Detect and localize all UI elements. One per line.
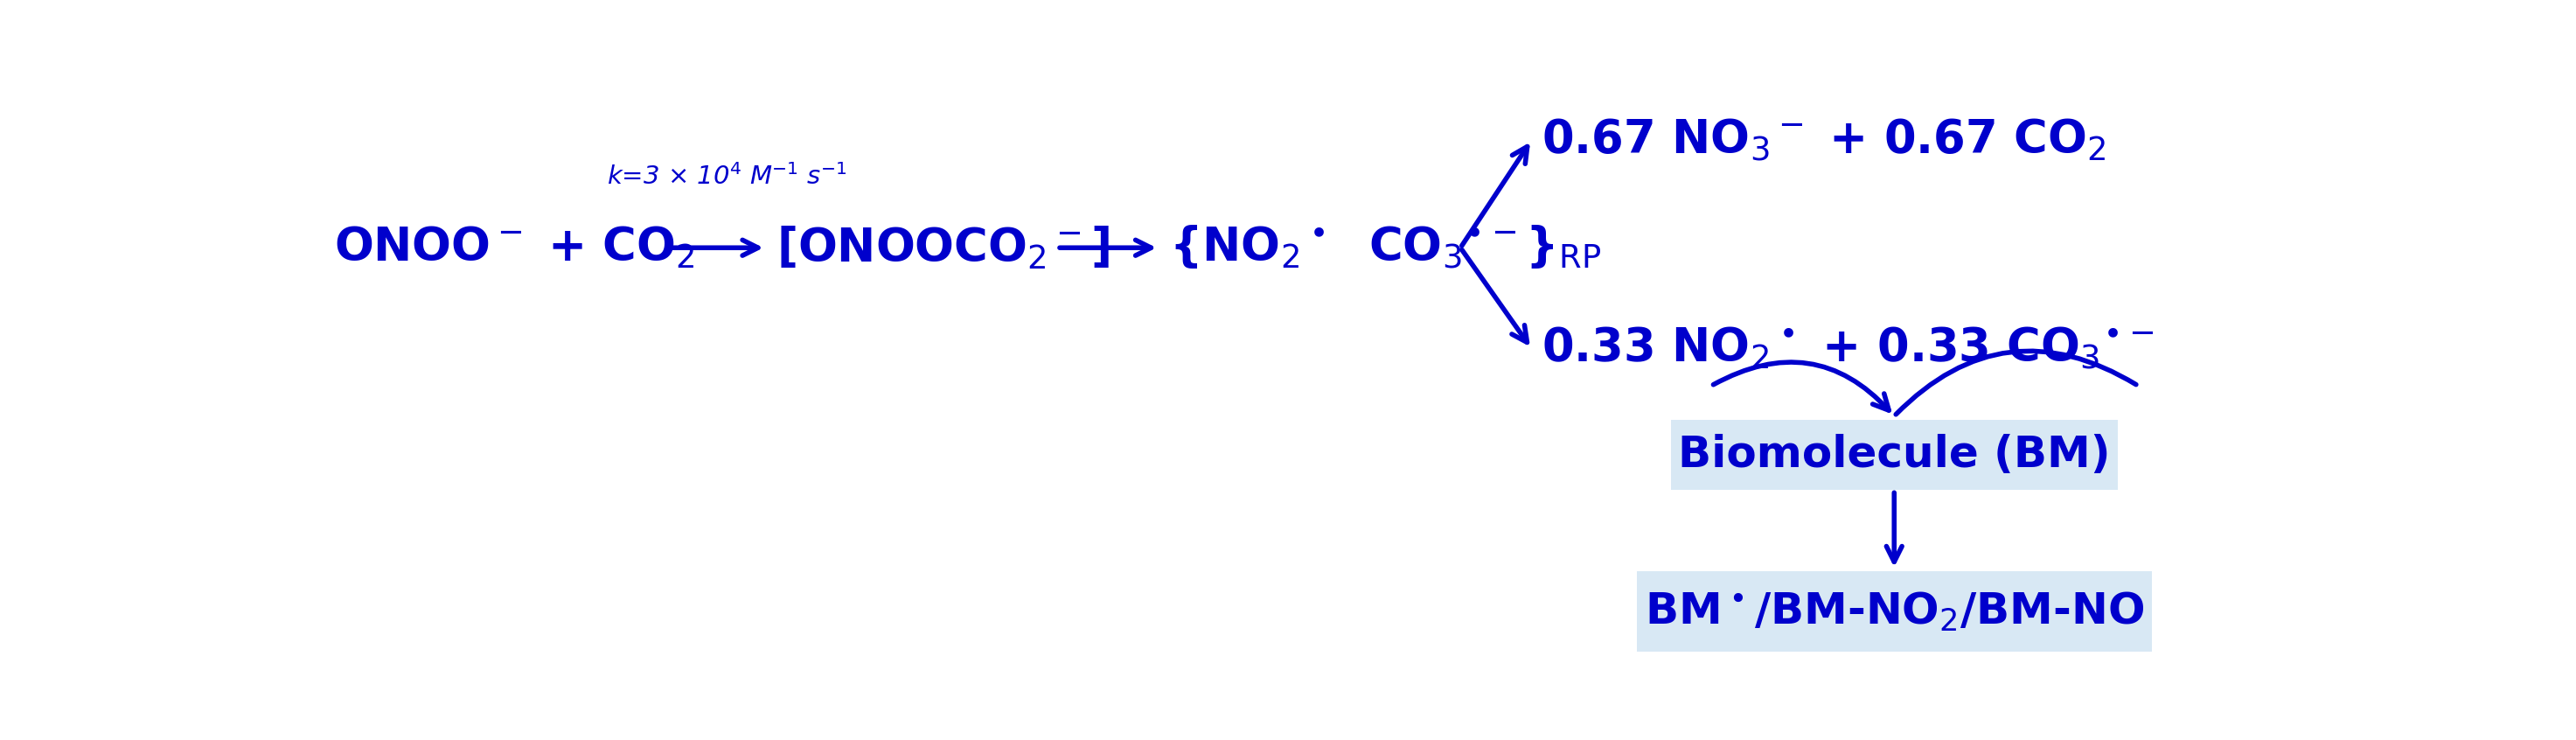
FancyBboxPatch shape (1672, 420, 2117, 490)
Text: [ONOOCO$_2$$^-$]: [ONOOCO$_2$$^-$] (775, 224, 1108, 272)
Text: BM$^\bullet$/BM-NO$_2$/BM-NO: BM$^\bullet$/BM-NO$_2$/BM-NO (1643, 590, 2143, 633)
Text: Biomolecule (BM): Biomolecule (BM) (1677, 434, 2110, 476)
Text: {NO$_2$$^\bullet$  CO$_3$$^{\bullet-}$}$_{\mathrm{RP}}$: {NO$_2$$^\bullet$ CO$_3$$^{\bullet-}$}$_… (1170, 224, 1602, 272)
Text: k=3 × 10$^4$ M$^{-1}$ s$^{-1}$: k=3 × 10$^4$ M$^{-1}$ s$^{-1}$ (605, 164, 848, 190)
FancyBboxPatch shape (1636, 571, 2151, 652)
Text: 0.67 NO$_3$$^-$ + 0.67 CO$_2$: 0.67 NO$_3$$^-$ + 0.67 CO$_2$ (1543, 117, 2107, 163)
Text: 0.33 NO$_2$$^\bullet$ + 0.33 CO$_3$$^{\bullet-}$: 0.33 NO$_2$$^\bullet$ + 0.33 CO$_3$$^{\b… (1543, 326, 2154, 372)
Text: ONOO$^-$ + CO$_2$: ONOO$^-$ + CO$_2$ (335, 225, 696, 271)
